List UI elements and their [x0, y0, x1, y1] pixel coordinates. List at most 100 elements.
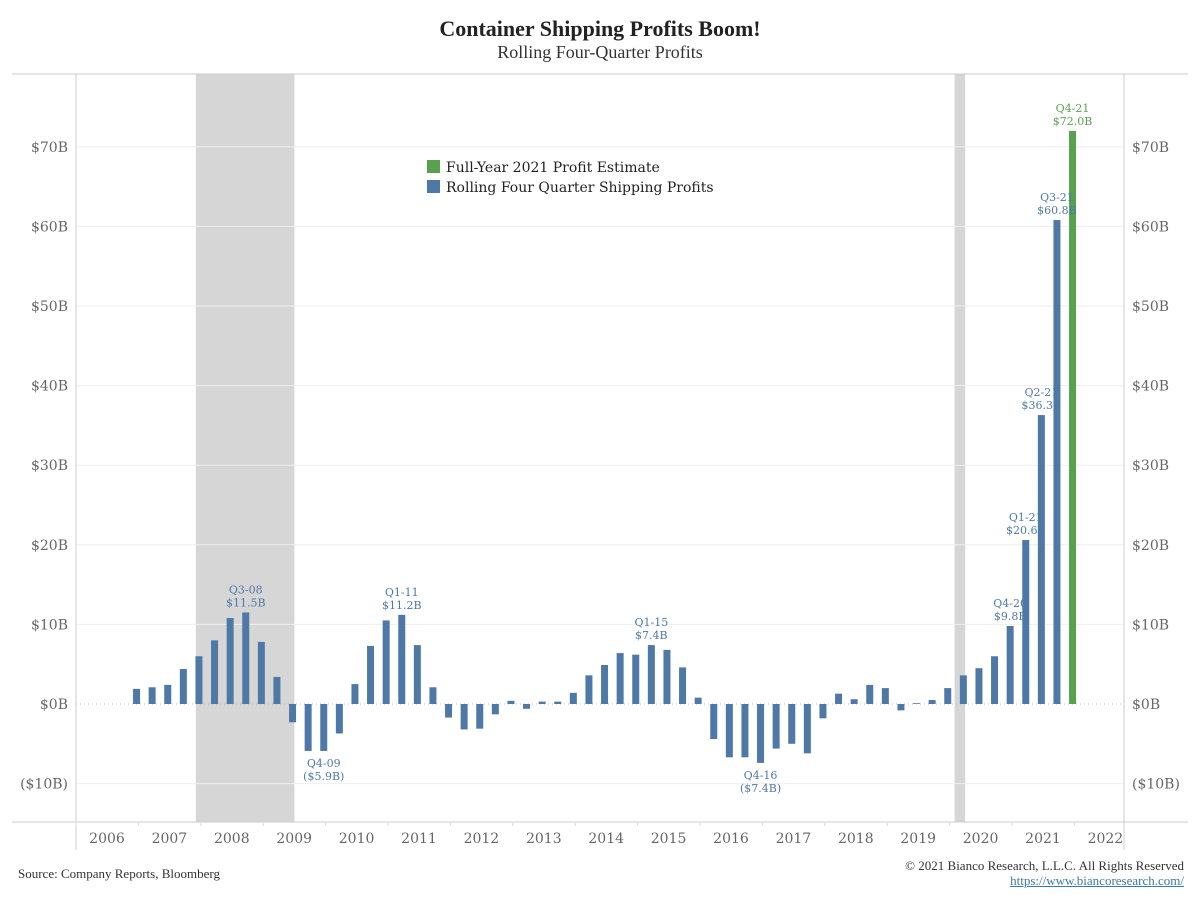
gridlines [76, 146, 1124, 785]
bar-q3-14 [616, 653, 624, 704]
legend: Full-Year 2021 Profit Estimate Rolling Fo… [427, 160, 714, 196]
bar-q4-20 [1006, 625, 1014, 704]
bar-q2-07 [164, 684, 172, 704]
data-label-value: $60.8B [1037, 204, 1077, 217]
bar-q3-15 [679, 667, 687, 704]
legend-label: Rolling Four Quarter Shipping Profits [446, 180, 714, 196]
data-label-quarter: Q4-09 [307, 757, 341, 770]
y-tick-label-right: $40B [1132, 379, 1169, 395]
y-tick-label-right: $70B [1132, 140, 1169, 156]
bar-q1-12 [460, 704, 468, 730]
data-label-value: $11.2B [382, 599, 422, 612]
bar-q3-11 [429, 687, 437, 704]
legend-swatch [427, 180, 440, 193]
x-axis: 2006 2007 2008 2009 2010 2011 2012 2013 2014 2015… [75, 822, 1123, 847]
legend-label: Full-Year 2021 Profit Estimate [446, 160, 660, 176]
legend-swatch [427, 160, 440, 173]
y-axis-left: $70B $60B $50B $40B $30B $20B $10B $0B ($10B) [20, 140, 68, 793]
bar-q1-19 [897, 704, 905, 711]
x-tick-label: 2008 [214, 831, 250, 847]
data-label-value: $11.5B [226, 596, 266, 609]
data-label-value: $9.8B [994, 610, 1027, 623]
y-tick-label-left: $10B [31, 617, 68, 633]
website-link[interactable]: https://www.biancoresearch.com/ [1010, 873, 1184, 888]
y-tick-label-left: $50B [31, 299, 68, 315]
y-axis-right: $70B $60B $50B $40B $30B $20B $10B $0B ($10B) [1132, 140, 1180, 793]
x-tick-label: 2017 [776, 831, 812, 847]
data-label-value: $72.0B [1053, 115, 1093, 128]
bar-q1-09 [273, 676, 281, 704]
bar-q1-16 [710, 704, 718, 740]
bar-q4-19 [944, 688, 952, 704]
bar-q1-17 [772, 704, 780, 749]
x-tick-label: 2011 [401, 831, 437, 847]
recession-band [195, 74, 295, 822]
recession-band [954, 74, 966, 822]
chart-title: Container Shipping Profits Boom! [439, 16, 761, 41]
data-label-value: ($7.4B) [740, 782, 781, 795]
data-label-quarter: Q4-21 [1056, 102, 1090, 115]
y-tick-label-right: ($10B) [1132, 777, 1180, 793]
y-tick-label-left: $60B [31, 219, 68, 235]
y-tick-label-right: $30B [1132, 458, 1169, 474]
y-tick-label-left: $30B [31, 458, 68, 474]
bar-q4-13 [569, 692, 577, 704]
bar-q3-12 [491, 704, 499, 715]
y-tick-label-right: $20B [1132, 538, 1169, 554]
y-tick-label-right: $50B [1132, 299, 1169, 315]
bar-q2-10 [351, 684, 359, 704]
y-tick-label-right: $60B [1132, 219, 1169, 235]
bar-q2-15 [663, 649, 671, 704]
bar-q4-16 [757, 704, 765, 763]
chart-subtitle: Rolling Four-Quarter Profits [497, 42, 703, 62]
bar-q3-21 [1053, 220, 1061, 705]
source-note: Source: Company Reports, Bloomberg [18, 866, 220, 881]
bar-q4-06 [133, 688, 141, 704]
bar-q2-21 [1037, 415, 1045, 704]
bar-q1-20 [959, 675, 967, 704]
x-tick-label: 2007 [152, 831, 188, 847]
bar-q3-18 [866, 684, 874, 704]
bar-q4-09 [320, 704, 328, 751]
bar-q4-08 [257, 641, 265, 704]
bar-q4-18 [881, 688, 889, 704]
bar-q3-07 [179, 668, 187, 704]
bar-q4-07 [195, 656, 203, 704]
data-label-quarter: Q1-11 [385, 586, 419, 599]
y-tick-label-left: ($10B) [20, 777, 68, 793]
x-tick-label: 2015 [651, 831, 687, 847]
bar-q2-18 [850, 699, 858, 704]
x-tick-label: 2014 [588, 831, 624, 847]
bar-q2-09 [289, 704, 297, 723]
bar-q2-20 [975, 668, 983, 704]
data-label-quarter: Q1-15 [634, 616, 668, 629]
bar-q3-08 [242, 612, 250, 704]
bar-q3-20 [991, 656, 999, 704]
data-label-quarter: Q3-21 [1040, 191, 1074, 204]
bar-q4-14 [632, 654, 640, 704]
copyright-text: © 2021 Bianco Research, L.L.C. All Right… [905, 858, 1184, 873]
bar-q1-21 [1022, 540, 1030, 704]
data-label-quarter: Q2-21 [1024, 386, 1058, 399]
y-tick-label-left: $20B [31, 538, 68, 554]
data-label-quarter: Q1-21 [1009, 511, 1043, 524]
bar-q3-17 [803, 704, 811, 754]
bar-q1-10 [335, 704, 343, 734]
bar-q2-16 [725, 704, 733, 758]
bar-q3-19 [928, 700, 936, 704]
x-tick-label: 2013 [526, 831, 562, 847]
data-label-value: $36.3B [1022, 399, 1062, 412]
bar-q1-08 [211, 640, 219, 704]
bar-q2-14 [601, 664, 609, 704]
data-label-value: $20.6B [1006, 524, 1046, 537]
bar-q4-12 [507, 700, 515, 704]
x-tick-label: 2018 [838, 831, 874, 847]
data-label-value: ($5.9B) [303, 770, 344, 783]
data-label-quarter: Q4-20 [993, 597, 1027, 610]
x-tick-label: 2012 [464, 831, 500, 847]
bar-q4-15 [694, 697, 702, 704]
x-tick-label: 2021 [1025, 831, 1061, 847]
x-tick-label: 2019 [900, 831, 936, 847]
y-tick-label-left: $0B [40, 697, 68, 713]
